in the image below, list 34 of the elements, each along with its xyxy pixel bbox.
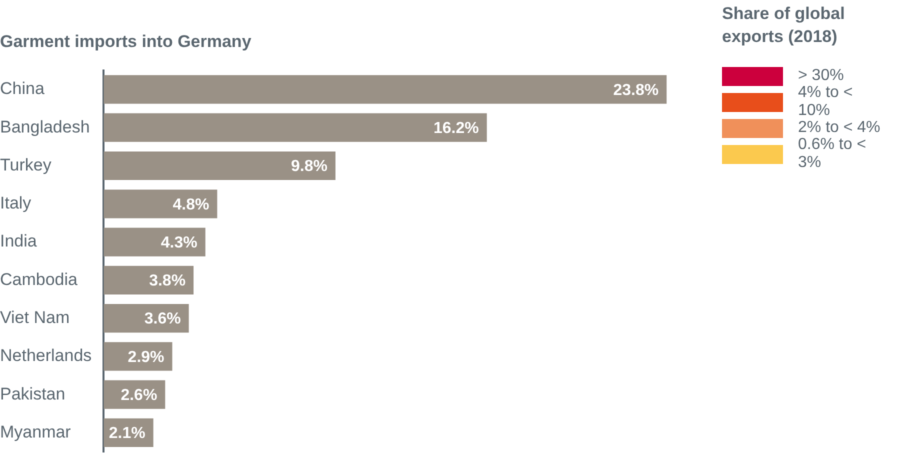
y-tick-label: Myanmar bbox=[0, 422, 72, 442]
y-tick-label: China bbox=[0, 79, 45, 98]
bar bbox=[104, 266, 194, 294]
y-tick-label: Turkey bbox=[0, 155, 52, 174]
data-label: 2.1% bbox=[108, 425, 146, 442]
y-tick-label: Viet Nam bbox=[0, 308, 70, 327]
bar bbox=[104, 342, 172, 371]
data-label: 2.9% bbox=[128, 348, 164, 366]
bar bbox=[104, 228, 206, 256]
bar bbox=[104, 151, 336, 180]
data-label: 16.2% bbox=[433, 120, 479, 138]
chart-title: Garment imports into Germany bbox=[0, 32, 252, 51]
y-tick-label: India bbox=[0, 232, 38, 251]
data-label: 9.8% bbox=[291, 158, 328, 176]
y-tick-label: Pakistan bbox=[0, 384, 66, 404]
legend-label: 0.6% to < 3% bbox=[798, 136, 868, 172]
y-tick-label: Cambodia bbox=[0, 270, 78, 289]
legend-label: 4% to < 10% bbox=[798, 84, 854, 120]
y-tick-label: Bangladesh bbox=[0, 117, 90, 136]
legend-label: 2% to < 4% bbox=[798, 119, 880, 137]
y-tick-label: Italy bbox=[0, 194, 32, 213]
data-label: 3.6% bbox=[144, 310, 181, 328]
data-label: 3.8% bbox=[149, 272, 186, 290]
data-label: 23.8% bbox=[613, 82, 659, 99]
bar bbox=[104, 190, 218, 218]
bar bbox=[104, 113, 487, 142]
legend-title: Share of global exports (2018) bbox=[722, 3, 846, 48]
legend-label: > 30% bbox=[798, 67, 844, 85]
bar bbox=[104, 75, 667, 104]
data-label: 2.6% bbox=[120, 386, 158, 404]
bar bbox=[104, 304, 189, 333]
data-label: 4.8% bbox=[172, 196, 210, 214]
y-tick-label: Netherlands bbox=[0, 346, 92, 366]
data-label: 4.3% bbox=[160, 234, 198, 252]
